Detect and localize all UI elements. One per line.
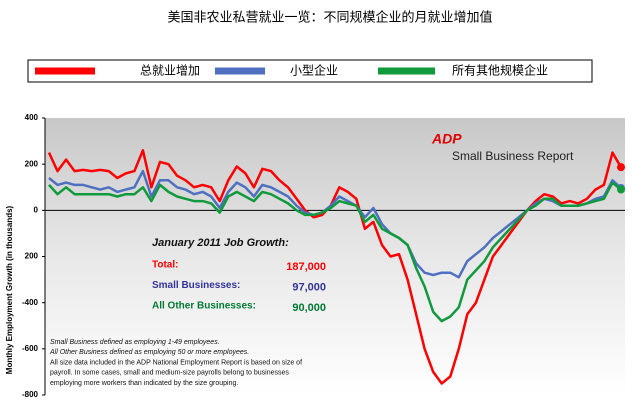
y-tick-label: 400	[25, 113, 39, 122]
annotation-value: 187,000	[286, 261, 326, 273]
annotation-value: 97,000	[292, 281, 326, 293]
annotation-title: January 2011 Job Growth:	[152, 237, 289, 249]
footnote: All Other Business defined as employing …	[49, 349, 249, 356]
plot-area	[45, 118, 625, 395]
logo: ADP	[431, 131, 462, 147]
legend-label: 总就业增加	[140, 64, 200, 78]
series-line	[48, 181, 622, 323]
chart-title: 美国非农业私营就业一览：不同规模企业的月就业增加值	[167, 10, 492, 26]
end-marker	[617, 185, 625, 194]
legend-label: 所有其他规模企业	[452, 63, 548, 78]
footnote: payroll. In some cases, small and medium…	[50, 370, 289, 377]
y-tick-label: -600	[22, 344, 39, 353]
legend-label: 小型企业	[290, 63, 338, 78]
annotation-value: 90,000	[292, 302, 326, 314]
footnote: All size data included in the ADP Nation…	[50, 359, 302, 366]
y-tick-label: 0	[34, 205, 39, 214]
y-axis-label: Monthly Employment Growth (in thousands)	[5, 205, 14, 374]
annotation-label: Small Businesses:	[152, 280, 240, 291]
footnote: Small Business defined as employing 1-49…	[50, 339, 220, 346]
annotation-label: Total:	[152, 260, 178, 271]
end-marker	[617, 163, 625, 172]
y-tick-label: -800	[22, 390, 39, 399]
logo-subtitle: Small Business Report	[452, 149, 574, 163]
legend-box	[27, 59, 593, 83]
y-tick-label: 200	[25, 159, 39, 168]
annotation-label: All Other Businesses:	[152, 301, 256, 312]
y-tick-label: 200	[25, 252, 39, 261]
footnote: employing more workers than indicated by…	[50, 380, 238, 387]
y-tick-label: -400	[22, 298, 39, 307]
